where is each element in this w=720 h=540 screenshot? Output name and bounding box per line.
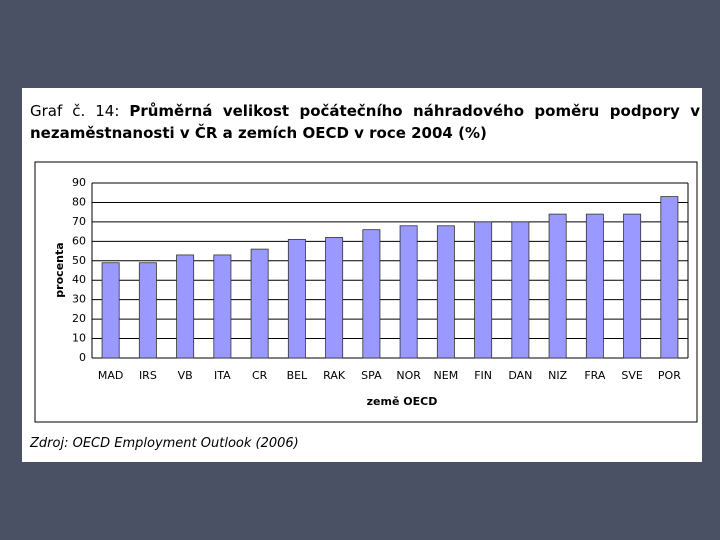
bar xyxy=(660,196,679,359)
x-tick-label: NEM xyxy=(434,369,459,382)
y-tick-label: 50 xyxy=(72,254,86,267)
bar xyxy=(138,262,157,359)
chart-title: Graf č. 14: Průměrná velikost počátečníh… xyxy=(30,100,700,144)
x-tick-label: SVE xyxy=(621,369,643,382)
bar xyxy=(548,213,567,359)
x-tick-label: FIN xyxy=(474,369,492,382)
y-tick-label: 0 xyxy=(79,351,86,364)
x-tick-label: IRS xyxy=(139,369,157,382)
x-tick-label: NOR xyxy=(396,369,421,382)
x-tick-label: RAK xyxy=(323,369,346,382)
bar xyxy=(250,248,269,359)
bar xyxy=(101,262,120,359)
x-tick-label: SPA xyxy=(361,369,382,382)
y-tick-label: 30 xyxy=(72,293,86,306)
bar xyxy=(623,213,642,359)
bar xyxy=(213,254,232,359)
x-tick-label: BEL xyxy=(287,369,308,382)
bar xyxy=(474,221,493,359)
bar xyxy=(585,213,604,359)
y-tick-label: 80 xyxy=(72,195,86,208)
x-tick-label: NIZ xyxy=(548,369,567,382)
y-tick-label: 90 xyxy=(72,176,86,189)
x-tick-label: VB xyxy=(178,369,193,382)
y-axis-label: procenta xyxy=(53,242,66,297)
bar xyxy=(436,225,455,359)
bar xyxy=(362,229,381,359)
source: Zdroj: OECD Employment Outlook (2006) xyxy=(30,436,299,451)
x-axis-label: země OECD xyxy=(367,395,438,408)
y-tick-label: 70 xyxy=(72,215,86,228)
y-tick-label: 20 xyxy=(72,312,86,325)
x-tick-label: ITA xyxy=(214,369,231,382)
y-tick-label: 10 xyxy=(72,332,86,345)
bar xyxy=(287,238,306,359)
figure-label: Graf č. 14: xyxy=(30,102,120,120)
bar xyxy=(325,237,344,359)
bar xyxy=(511,221,530,359)
y-tick-label: 60 xyxy=(72,234,86,247)
title-text: Průměrná velikost počátečního náhradovéh… xyxy=(30,102,700,142)
bar xyxy=(176,254,195,359)
y-tick-label: 40 xyxy=(72,273,86,286)
x-tick-label: FRA xyxy=(584,369,606,382)
x-tick-label: DAN xyxy=(508,369,532,382)
bar xyxy=(399,225,418,359)
x-tick-label: CR xyxy=(252,369,268,382)
x-tick-label: MAD xyxy=(98,369,124,382)
x-tick-label: POR xyxy=(658,369,681,382)
